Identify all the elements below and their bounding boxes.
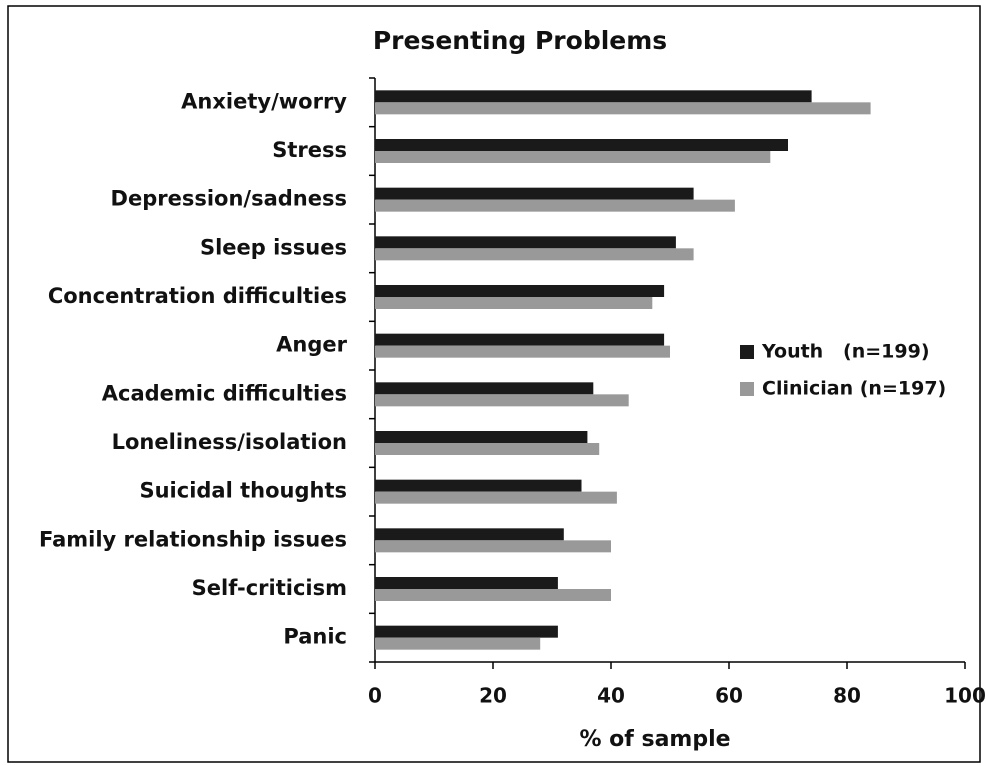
bar [375,625,558,638]
y-tick-label: Self-criticism [192,576,347,600]
x-tick-label: 80 [833,684,861,708]
x-tick-label: 100 [944,684,986,708]
bar [375,139,788,151]
bar [375,637,541,650]
bar [375,333,665,346]
bar [375,151,771,163]
bar [375,102,871,115]
legend-label: Youth (n=199) [761,341,930,363]
bar [375,297,653,309]
frame [7,5,981,763]
legend-label: Clinician (n=197) [762,378,946,400]
x-axis-title: % of sample [579,727,730,752]
y-tick-label: Panic [283,625,347,649]
bar [375,236,676,249]
y-tick-label: Depression/sadness [111,187,347,211]
legend-swatch [740,382,754,396]
chart-title: Presenting Problems [373,26,667,55]
bar [375,443,600,455]
bar [375,589,611,601]
y-tick-label: Stress [272,138,347,162]
y-tick-label: Concentration difficulties [48,284,347,308]
bar [375,199,735,212]
bar [375,285,665,297]
x-tick-label: 40 [597,684,625,708]
x-tick-label: 20 [479,684,507,708]
y-tick-label: Anxiety/worry [181,89,347,113]
bar [375,540,611,553]
bar [375,491,617,504]
bar [375,248,694,261]
y-tick-label: Sleep issues [200,235,347,259]
y-tick-label: Loneliness/isolation [112,430,347,454]
y-tick-label: Academic difficulties [102,381,347,405]
bar [375,382,594,395]
x-tick-label: 0 [368,684,382,708]
y-tick-label: Family relationship issues [39,527,347,551]
bar [375,187,694,200]
bar [375,431,588,443]
bar [375,479,582,492]
bar [375,577,558,589]
y-tick-label: Anger [276,333,347,357]
legend-swatch [740,345,754,359]
y-tick-label: Suicidal thoughts [139,479,347,503]
bar [375,345,670,358]
bar [375,90,812,103]
bar [375,528,564,541]
bar [375,394,629,407]
x-tick-label: 60 [715,684,743,708]
